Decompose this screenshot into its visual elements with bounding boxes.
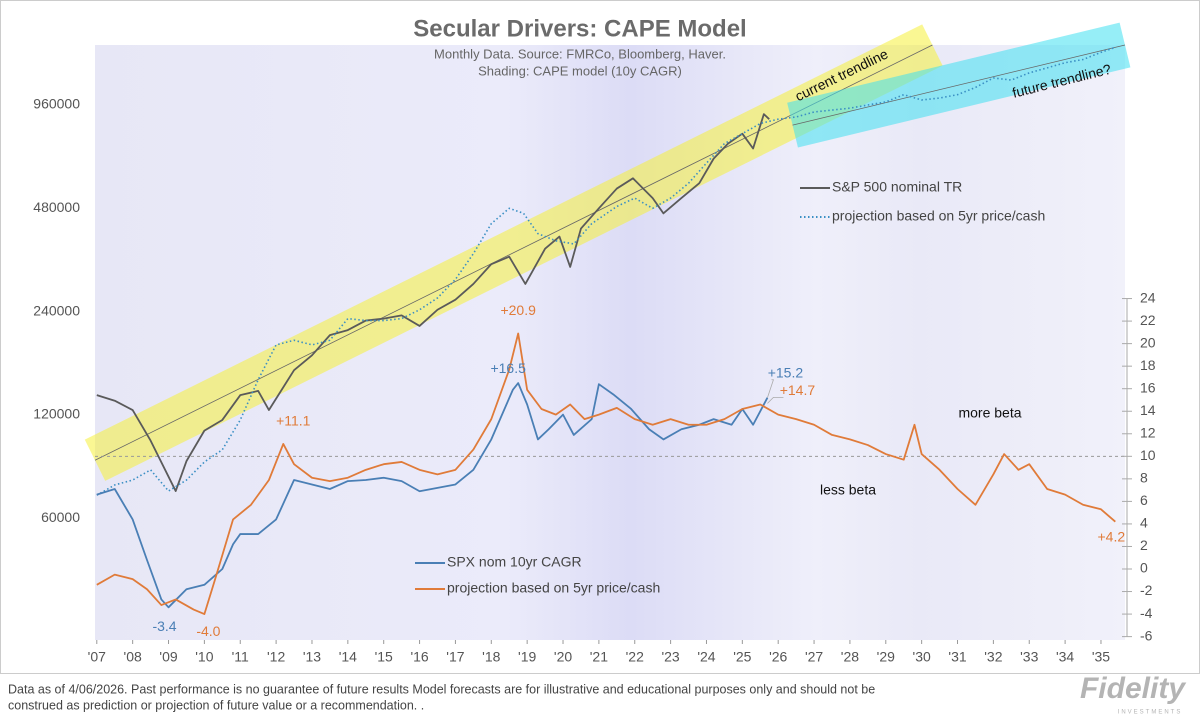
x-tick-label: '14 — [339, 649, 357, 665]
x-tick-label: '09 — [159, 649, 177, 665]
x-tick-label: '23 — [661, 649, 679, 665]
logo: Fidelity — [1080, 672, 1186, 705]
y2-tick-label: -2 — [1140, 582, 1153, 598]
legend-label: S&P 500 nominal TR — [832, 179, 962, 195]
y2-tick-label: 24 — [1140, 289, 1156, 305]
series-line — [96, 332, 1116, 615]
x-tick-label: '19 — [518, 649, 536, 665]
x-tick-label: '34 — [1056, 649, 1074, 665]
x-tick-label: '28 — [841, 649, 859, 665]
x-tick-label: '30 — [913, 649, 931, 665]
data-label: +14.7 — [780, 382, 816, 398]
y2-tick-label: 6 — [1140, 492, 1148, 508]
y2-tick-label: 22 — [1140, 312, 1156, 328]
x-tick-label: '31 — [948, 649, 966, 665]
x-tick-label: '16 — [410, 649, 428, 665]
x-tick-label: '15 — [375, 649, 393, 665]
legend-label: projection based on 5yr price/cash — [832, 208, 1045, 224]
data-label: -3.4 — [152, 618, 176, 634]
series-line — [96, 46, 1116, 496]
series-line — [96, 113, 770, 492]
x-tick-label: '17 — [446, 649, 464, 665]
y2-tick-label: 4 — [1140, 515, 1148, 531]
data-label: +16.5 — [490, 360, 526, 376]
x-tick-label: '22 — [626, 649, 644, 665]
subtitle: Monthly Data. Source: FMRCo, Bloomberg, … — [434, 46, 726, 61]
plot-area — [95, 45, 1125, 640]
x-tick-label: '07 — [88, 649, 106, 665]
y-tick-label: 240000 — [33, 302, 80, 318]
series-line — [96, 382, 769, 609]
y-tick-label: 960000 — [33, 96, 80, 112]
data-label: +4.2 — [1097, 528, 1125, 544]
x-tick-label: '27 — [805, 649, 823, 665]
x-tick-label: '25 — [733, 649, 751, 665]
x-tick-label: '10 — [195, 649, 213, 665]
y-tick-label: 480000 — [33, 199, 80, 215]
y2-tick-label: 14 — [1140, 402, 1156, 418]
data-label: -4.0 — [196, 623, 220, 639]
subtitle: Shading: CAPE model (10y CAGR) — [478, 63, 682, 78]
y-tick-label: 60000 — [41, 509, 80, 525]
x-tick-label: '18 — [482, 649, 500, 665]
x-tick-label: '35 — [1092, 649, 1110, 665]
x-tick-label: '33 — [1020, 649, 1038, 665]
y2-tick-label: 2 — [1140, 537, 1148, 553]
legend-label: projection based on 5yr price/cash — [447, 580, 660, 596]
y2-tick-label: 8 — [1140, 470, 1148, 486]
y-tick-label: 120000 — [33, 406, 80, 422]
label-leader — [767, 379, 774, 398]
x-tick-label: '24 — [697, 649, 715, 665]
y2-tick-label: -6 — [1140, 627, 1153, 643]
x-tick-label: '11 — [232, 649, 249, 665]
legend-label: SPX nom 10yr CAGR — [447, 554, 582, 570]
x-tick-label: '21 — [590, 649, 608, 665]
label-leader — [767, 396, 784, 404]
note: less beta — [820, 482, 876, 498]
x-tick-label: '29 — [877, 649, 895, 665]
footnote: construed as prediction or projection of… — [8, 698, 424, 712]
y2-tick-label: 20 — [1140, 334, 1156, 350]
footnote: Data as of 4/06/2026. Past performance i… — [8, 682, 875, 696]
y2-tick-label: 10 — [1140, 447, 1156, 463]
x-tick-label: '32 — [984, 649, 1002, 665]
y2-tick-label: 12 — [1140, 424, 1156, 440]
data-label: +11.1 — [276, 413, 311, 429]
y2-tick-label: 18 — [1140, 357, 1156, 373]
x-tick-label: '12 — [267, 649, 285, 665]
trendline — [792, 44, 1126, 126]
data-label: +20.9 — [500, 302, 536, 318]
x-tick-label: '20 — [554, 649, 572, 665]
y2-tick-label: 0 — [1140, 560, 1148, 576]
y2-tick-label: 16 — [1140, 379, 1156, 395]
note: more beta — [958, 405, 1021, 421]
x-tick-label: '26 — [769, 649, 787, 665]
x-tick-label: '08 — [124, 649, 142, 665]
data-label: +15.2 — [768, 364, 804, 380]
y2-tick-label: -4 — [1140, 605, 1153, 621]
chart-title: Secular Drivers: CAPE Model — [413, 15, 746, 42]
logo-sub: INVESTMENTS — [1118, 710, 1183, 716]
x-tick-label: '13 — [303, 649, 321, 665]
